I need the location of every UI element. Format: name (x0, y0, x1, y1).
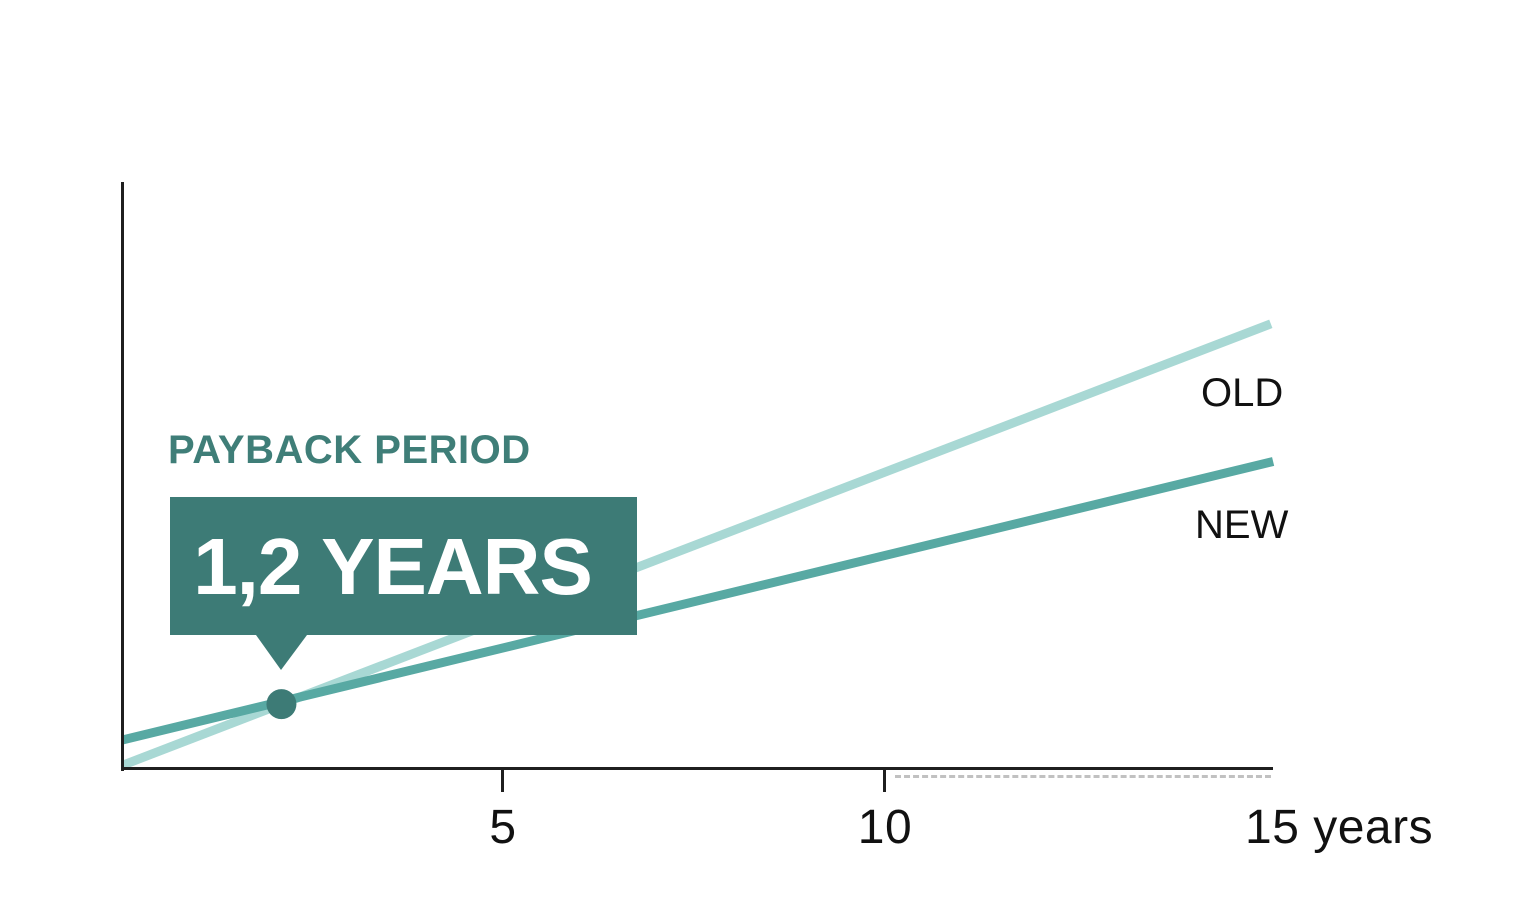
payback-period-heading: PAYBACK PERIOD (168, 428, 531, 472)
new-cost-line (121, 457, 1275, 745)
payback-callout-box: 1,2 YEARS (170, 497, 637, 635)
x-tick-label-15-years: 15 years (1245, 801, 1434, 854)
x-axis-tick-10 (883, 769, 886, 792)
new-series-label: NEW (1195, 503, 1289, 547)
x-tick-label-5: 5 (489, 801, 517, 854)
callout-pointer-triangle (256, 635, 307, 670)
payback-value-text: 1,2 YEARS (193, 522, 593, 611)
y-axis (121, 182, 124, 771)
x-tick-label-10: 10 (857, 801, 913, 854)
intersection-dot (266, 689, 297, 720)
old-series-label: OLD (1201, 371, 1284, 415)
x-axis-dashed-extension (895, 775, 1271, 778)
x-axis-tick-5 (501, 769, 504, 792)
x-axis (121, 767, 1273, 770)
